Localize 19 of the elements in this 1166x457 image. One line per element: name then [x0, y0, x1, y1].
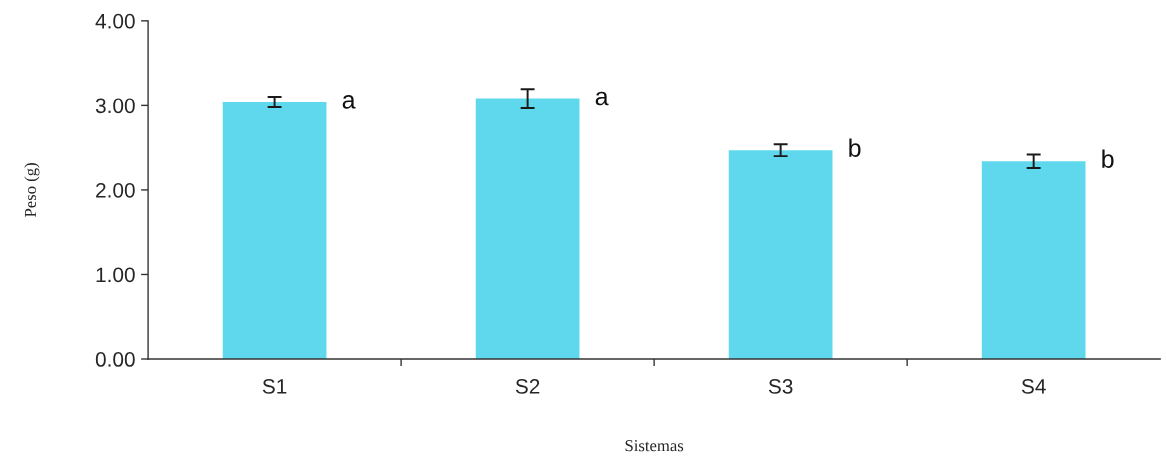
- y-tick-label: 2.00: [96, 182, 135, 198]
- y-tick-label: 1.00: [96, 267, 135, 283]
- annotation: a: [342, 95, 356, 109]
- annotation: a: [595, 91, 609, 106]
- y-axis-title: Peso (g): [24, 163, 40, 217]
- bar: [475, 98, 580, 360]
- x-tick-label: S4: [1021, 379, 1046, 394]
- bar: [981, 161, 1086, 360]
- annotation: b: [1102, 149, 1114, 168]
- bar: [222, 102, 327, 360]
- annotation: b: [849, 138, 861, 157]
- y-tick-label: 0.00: [95, 352, 135, 367]
- y-tick-label: 3.00: [95, 98, 135, 114]
- y-tick-label: 4.00: [95, 13, 135, 29]
- x-axis-title: Sistemas: [625, 440, 684, 452]
- x-tick-label: S1: [262, 379, 287, 394]
- x-tick-label: S2: [515, 379, 540, 394]
- x-tick-label: S3: [768, 379, 793, 394]
- bar: [728, 150, 833, 360]
